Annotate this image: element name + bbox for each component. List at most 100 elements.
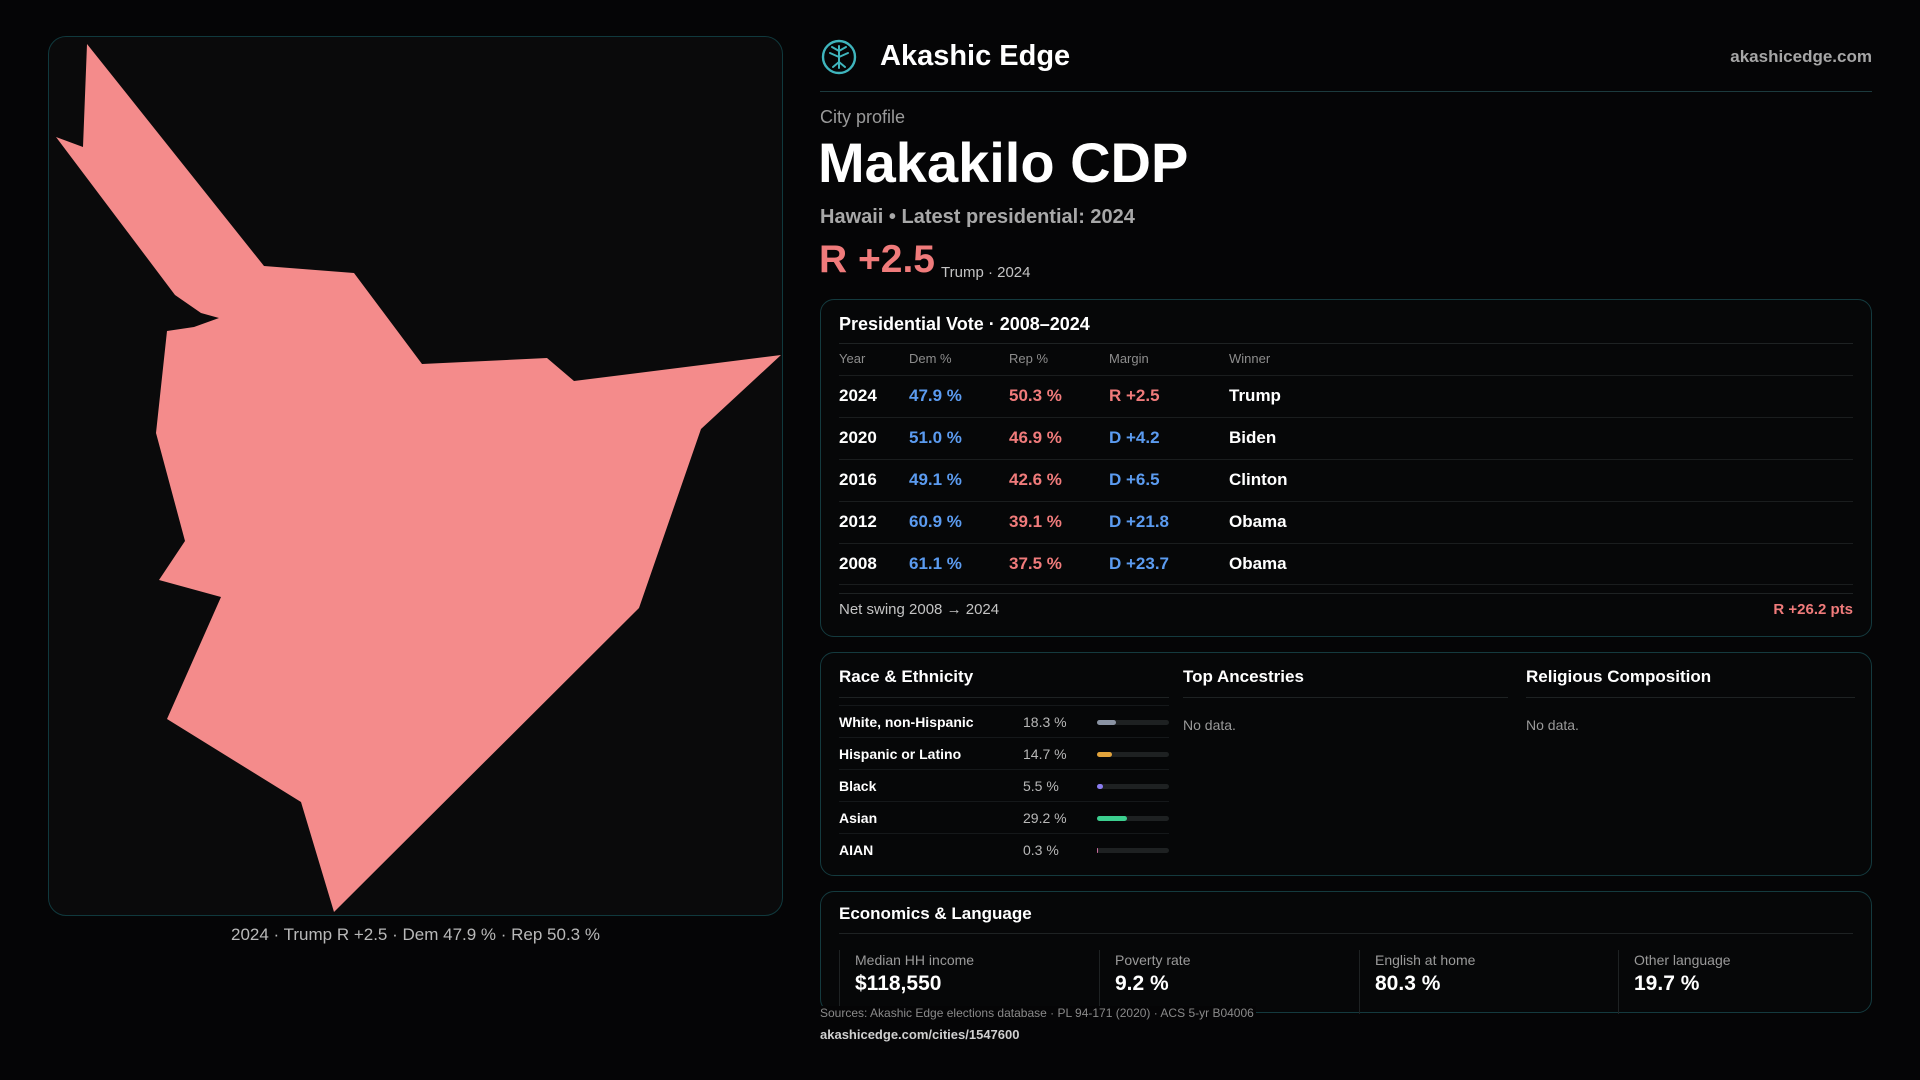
race-row: White, non-Hispanic 18.3 % xyxy=(839,705,1169,737)
divider xyxy=(1183,697,1508,698)
net-swing-label: Net swing 2008 → 2024 xyxy=(839,601,1000,618)
race-bar-fill xyxy=(1097,816,1128,821)
headline-margin: R +2.5 xyxy=(819,238,935,281)
stat-poverty-rate: Poverty rate 9.2 % xyxy=(1099,950,1359,1014)
map-caption: 2024 · Trump R +2.5 · Dem 47.9 % · Rep 5… xyxy=(231,925,600,944)
page-title: Makakilo CDP xyxy=(818,131,1189,194)
race-bar-track xyxy=(1097,848,1169,853)
col-year-header: Year xyxy=(839,351,866,366)
economics-title: Economics & Language xyxy=(839,904,1032,923)
divider xyxy=(839,933,1853,934)
row-winner: Obama xyxy=(1229,554,1287,573)
row-rep-pct: 42.6 % xyxy=(1009,470,1062,489)
divider xyxy=(839,697,1169,698)
net-swing-value: R +26.2 pts xyxy=(1773,601,1853,618)
row-year: 2024 xyxy=(839,386,877,405)
brand-header: Akashic Edge akashicedge.com xyxy=(820,38,1872,92)
boundary-map[interactable] xyxy=(48,36,783,916)
col-winner-header: Winner xyxy=(1229,351,1271,366)
row-dem-pct: 49.1 % xyxy=(909,470,962,489)
ancestries-title: Top Ancestries xyxy=(1183,667,1304,686)
row-dem-pct: 47.9 % xyxy=(909,386,962,405)
race-value: 0.3 % xyxy=(1023,842,1059,858)
divider xyxy=(839,593,1853,594)
stat-label: Other language xyxy=(1634,952,1731,968)
row-margin: R +2.5 xyxy=(1109,386,1160,405)
row-margin: D +23.7 xyxy=(1109,554,1170,573)
stat-value: 9.2 % xyxy=(1115,972,1169,995)
race-label: Hispanic or Latino xyxy=(839,746,962,762)
race-label: Black xyxy=(839,778,877,794)
headline-margin-note: Trump · 2024 xyxy=(941,264,1031,281)
race-bar-track xyxy=(1097,816,1169,821)
row-year: 2016 xyxy=(839,470,877,489)
row-margin: D +6.5 xyxy=(1109,470,1160,489)
race-section-title: Race & Ethnicity xyxy=(839,667,974,686)
row-year: 2008 xyxy=(839,554,877,573)
race-row: Asian 29.2 % xyxy=(839,801,1169,833)
stat-median-income: Median HH income $118,550 xyxy=(839,950,1099,1014)
race-row: AIAN 0.3 % xyxy=(839,833,1169,865)
page-kicker: City profile xyxy=(820,107,906,127)
race-value: 5.5 % xyxy=(1023,778,1059,794)
stat-value: 19.7 % xyxy=(1634,972,1700,995)
economics-card: Economics & Language Median HH income $1… xyxy=(820,891,1872,1014)
ancestries-section: Top Ancestries No data. xyxy=(1183,667,1508,733)
ancestries-empty: No data. xyxy=(1183,717,1236,733)
stat-value: 80.3 % xyxy=(1375,972,1441,995)
row-rep-pct: 37.5 % xyxy=(1009,554,1062,573)
row-winner: Obama xyxy=(1229,512,1287,531)
row-dem-pct: 61.1 % xyxy=(909,554,962,573)
brand-domain-link[interactable]: akashicedge.com xyxy=(1730,47,1872,66)
race-label: Asian xyxy=(839,810,878,826)
source-url-link[interactable]: akashicedge.com/cities/1547600 xyxy=(820,1027,1020,1042)
religion-title: Religious Composition xyxy=(1526,667,1712,686)
vote-table-header: Year Dem % Rep % Margin Winner xyxy=(839,351,1853,371)
table-row[interactable]: 2020 51.0 % 46.9 % D +4.2 Biden xyxy=(839,417,1853,459)
divider xyxy=(1526,697,1855,698)
race-bar-track xyxy=(1097,752,1169,757)
row-rep-pct: 46.9 % xyxy=(1009,428,1062,447)
race-row: Hispanic or Latino 14.7 % xyxy=(839,737,1169,769)
row-year: 2020 xyxy=(839,428,877,447)
stat-value: $118,550 xyxy=(855,972,942,995)
page-subtitle: Hawaii • Latest presidential: 2024 xyxy=(820,206,1135,228)
row-year: 2012 xyxy=(839,512,877,531)
race-label: AIAN xyxy=(839,842,874,858)
brand-name[interactable]: Akashic Edge xyxy=(880,40,1071,72)
row-dem-pct: 51.0 % xyxy=(909,428,962,447)
row-winner: Trump xyxy=(1229,386,1281,405)
table-row[interactable]: 2016 49.1 % 42.6 % D +6.5 Clinton xyxy=(839,459,1853,501)
row-rep-pct: 50.3 % xyxy=(1009,386,1062,405)
presidential-vote-card: Presidential Vote · 2008–2024 Year Dem %… xyxy=(820,299,1872,637)
religion-empty: No data. xyxy=(1526,717,1579,733)
race-value: 18.3 % xyxy=(1023,714,1067,730)
race-value: 14.7 % xyxy=(1023,746,1067,762)
demographics-card: Race & Ethnicity White, non-Hispanic 18.… xyxy=(820,652,1872,876)
vote-card-title: Presidential Vote · 2008–2024 xyxy=(839,314,1090,334)
col-rep-header: Rep % xyxy=(1009,351,1049,366)
tree-logo-icon xyxy=(821,39,857,75)
row-dem-pct: 60.9 % xyxy=(909,512,962,531)
row-margin: D +4.2 xyxy=(1109,428,1160,447)
city-boundary-shape[interactable] xyxy=(56,44,781,912)
table-row[interactable]: 2024 47.9 % 50.3 % R +2.5 Trump xyxy=(839,375,1853,417)
stat-label: Poverty rate xyxy=(1115,952,1191,968)
divider xyxy=(839,343,1853,344)
stat-label: English at home xyxy=(1375,952,1476,968)
race-row: Black 5.5 % xyxy=(839,769,1169,801)
sources-note: Sources: Akashic Edge elections database… xyxy=(820,1006,1256,1020)
race-bar-track xyxy=(1097,720,1169,725)
col-dem-header: Dem % xyxy=(909,351,952,366)
race-value: 29.2 % xyxy=(1023,810,1067,826)
race-bar-fill xyxy=(1097,752,1113,757)
race-label: White, non-Hispanic xyxy=(839,714,974,730)
row-margin: D +21.8 xyxy=(1109,512,1170,531)
table-row[interactable]: 2012 60.9 % 39.1 % D +21.8 Obama xyxy=(839,501,1853,543)
race-bar-fill xyxy=(1097,784,1103,789)
row-winner: Clinton xyxy=(1229,470,1288,489)
race-bar-fill xyxy=(1097,848,1099,853)
religion-section: Religious Composition No data. xyxy=(1526,667,1855,733)
table-row[interactable]: 2008 61.1 % 37.5 % D +23.7 Obama xyxy=(839,543,1853,585)
city-boundary-svg xyxy=(56,44,781,912)
